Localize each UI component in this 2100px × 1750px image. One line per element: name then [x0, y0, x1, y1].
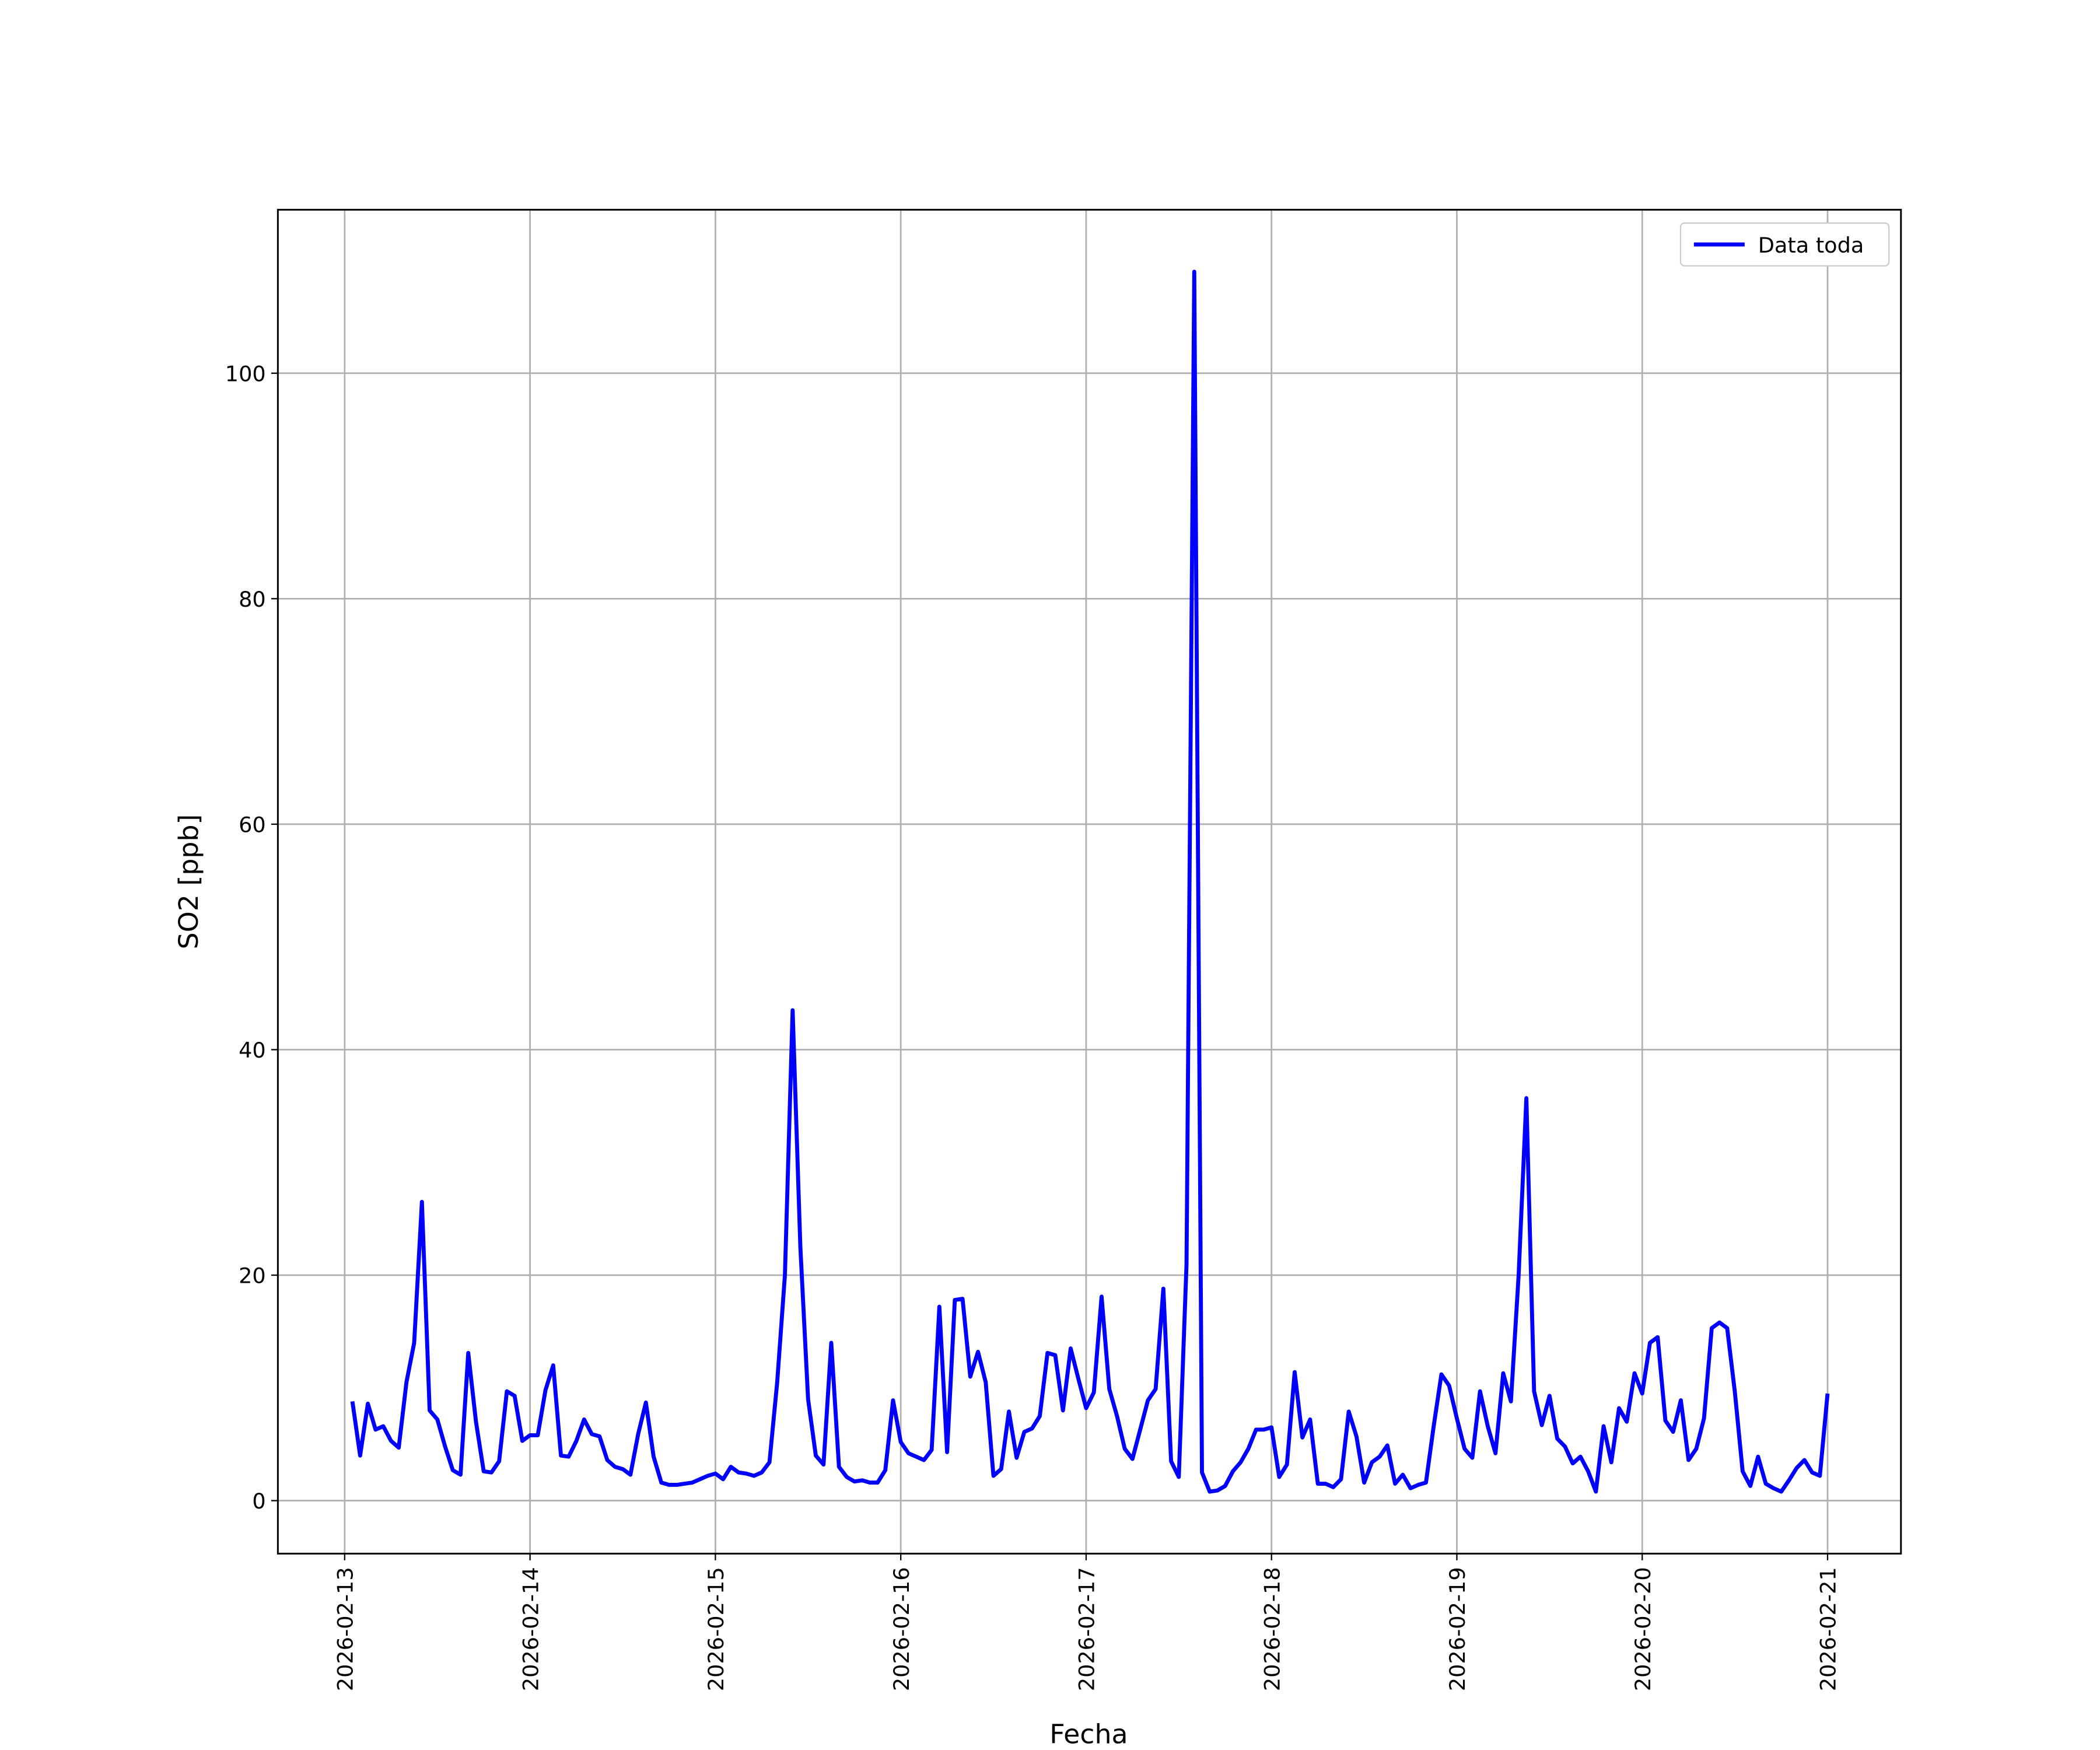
- y-tick-label: 80: [239, 587, 266, 612]
- x-tick-label: 2026-02-20: [1630, 1567, 1656, 1691]
- y-tick-label: 40: [239, 1038, 266, 1063]
- y-tick-label: 100: [225, 362, 266, 387]
- x-tick-label: 2026-02-21: [1816, 1567, 1841, 1691]
- x-tick-label: 2026-02-13: [333, 1567, 358, 1691]
- legend-box: [1679, 222, 1890, 267]
- x-axis-label: Fecha: [1049, 1718, 1128, 1750]
- x-tick-label: 2026-02-16: [889, 1567, 914, 1691]
- x-tick-label: 2026-02-14: [518, 1567, 543, 1691]
- x-tick-label: 2026-02-18: [1259, 1567, 1284, 1691]
- y-axis-label: SO2 [ppb]: [173, 814, 204, 950]
- y-tick-label: 0: [252, 1489, 265, 1514]
- x-tick-label: 2026-02-17: [1074, 1567, 1100, 1691]
- y-tick-label: 60: [239, 813, 266, 838]
- data-line: [350, 270, 1830, 1494]
- y-tick-label: 20: [239, 1264, 266, 1289]
- plot-frame: [276, 209, 1902, 1555]
- x-tick-label: 2026-02-19: [1445, 1567, 1470, 1691]
- x-tick-label: 2026-02-15: [704, 1567, 729, 1691]
- legend-label: Data toda: [1758, 233, 1864, 258]
